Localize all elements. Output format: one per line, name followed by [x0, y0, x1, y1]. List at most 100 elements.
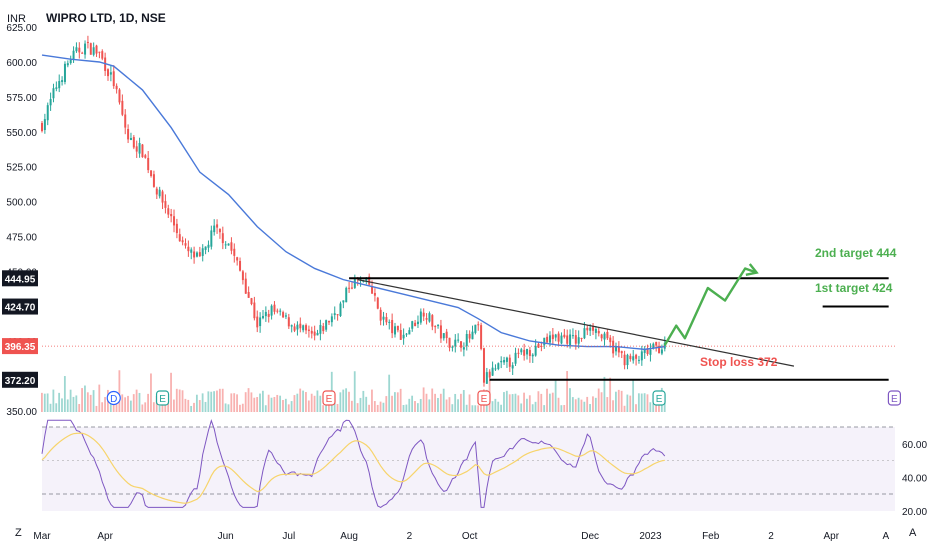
volume-bar — [49, 403, 52, 412]
candle-body — [594, 329, 597, 333]
volume-bar — [419, 398, 422, 412]
candle-body — [239, 260, 242, 271]
volume-bar — [368, 404, 370, 412]
price-label-text: 424.70 — [5, 303, 36, 314]
volume-bar — [52, 389, 55, 412]
volume-bar — [425, 393, 428, 412]
x-tick-label: 2023 — [639, 531, 662, 542]
candle-body — [402, 334, 405, 339]
volume-bar — [416, 403, 419, 412]
candles-layer — [41, 35, 666, 387]
volume-bar — [503, 392, 505, 412]
candle-body — [293, 326, 296, 331]
volume-bar — [465, 404, 468, 412]
earnings-marker-box — [155, 390, 170, 406]
candle-body — [508, 357, 511, 367]
rsi-ma-line — [41, 432, 665, 504]
candle-body — [606, 331, 609, 339]
moving-average-line — [41, 54, 665, 351]
corner-left-label[interactable]: Z — [15, 527, 22, 539]
volume-bar — [508, 394, 511, 412]
candle-body — [597, 330, 600, 334]
candle-body — [302, 325, 305, 331]
volume-bar — [385, 396, 388, 412]
volume-bar — [221, 388, 224, 412]
candle-body — [353, 279, 356, 288]
candle-body — [600, 334, 603, 339]
x-tick-label: Apr — [97, 531, 113, 542]
volume-bar — [517, 395, 520, 412]
candle-body — [457, 339, 460, 341]
volume-bar — [396, 392, 399, 412]
candle-body — [551, 334, 554, 340]
candle-body — [282, 312, 285, 318]
volume-bar — [617, 389, 620, 412]
volume-bar — [72, 396, 75, 412]
candle-body — [623, 354, 626, 366]
volume-bar — [230, 393, 233, 412]
earnings-marker-box — [652, 390, 666, 406]
candle-body — [362, 281, 365, 283]
volume-bar — [405, 404, 408, 412]
candle-body — [342, 300, 345, 303]
volume-bar — [362, 390, 365, 412]
candle-body — [373, 292, 376, 296]
volume-bar — [104, 397, 106, 412]
volume-bar — [612, 400, 614, 412]
volume-bar — [293, 395, 296, 412]
volume-bar — [41, 392, 43, 412]
volume-bar — [577, 397, 580, 412]
candle-body — [480, 325, 483, 349]
volume-bar — [144, 402, 147, 412]
volume-bar — [302, 390, 304, 412]
event-marker-e: E — [322, 390, 336, 406]
candle-body — [419, 311, 422, 323]
x-tick-label: Feb — [702, 531, 720, 542]
volume-bar — [129, 400, 132, 412]
earnings-marker-box — [477, 390, 491, 406]
volume-bar — [437, 397, 439, 412]
volume-bar — [505, 390, 508, 412]
candle-body — [261, 316, 264, 319]
candle-body — [250, 298, 253, 305]
candle-body — [451, 346, 454, 348]
volume-bar — [270, 397, 273, 412]
candle-body — [287, 317, 290, 327]
event-marker-letter: E — [481, 394, 488, 405]
volume-bar — [563, 405, 566, 412]
candle-body — [218, 229, 221, 233]
volume-bar — [376, 404, 379, 412]
volume-bar — [391, 395, 393, 412]
candle-body — [236, 257, 239, 261]
volume-bar — [178, 389, 181, 412]
volume-bar — [646, 394, 649, 412]
volume-bar — [173, 399, 175, 412]
candle-body — [66, 63, 69, 66]
candle-body — [557, 333, 560, 342]
candle-body — [204, 246, 207, 250]
volume-bar — [319, 395, 322, 412]
volume-bar — [411, 395, 414, 412]
volume-bar — [632, 379, 635, 412]
corner-right-label[interactable]: A — [909, 527, 917, 539]
candle-body — [115, 85, 118, 90]
volume-bar — [89, 394, 92, 412]
volume-bar — [356, 403, 359, 412]
volume-bar — [402, 405, 405, 412]
price-tick-label: 625.00 — [6, 23, 37, 34]
candle-body — [652, 343, 655, 349]
candle-body — [376, 297, 379, 309]
candle-body — [86, 41, 89, 43]
candle-body — [253, 302, 256, 319]
volume-bar — [307, 400, 310, 412]
volume-bar — [92, 390, 95, 412]
candle-body — [78, 47, 81, 53]
volume-bar — [629, 395, 632, 412]
event-marker-e: E — [155, 390, 170, 406]
volume-bar — [118, 370, 121, 412]
candle-body — [279, 310, 282, 312]
candle-body — [244, 278, 247, 294]
volume-bar — [261, 390, 264, 412]
candle-body — [52, 88, 55, 99]
